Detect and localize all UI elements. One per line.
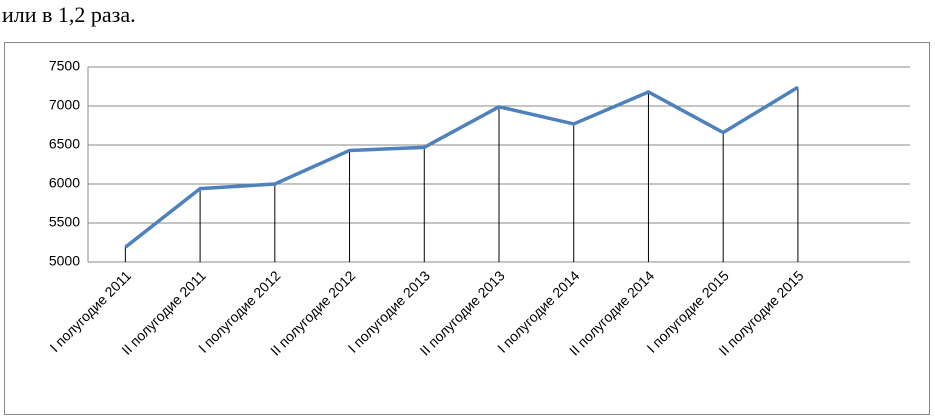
y-tick-label: 6000 xyxy=(49,175,80,191)
data-line xyxy=(124,85,799,249)
intro-text: или в 1,2 раза. xyxy=(2,2,136,27)
y-tick-label: 6500 xyxy=(49,136,80,152)
y-tick-label: 5500 xyxy=(49,214,80,230)
y-tick-label: 7500 xyxy=(49,58,80,74)
y-tick-label: 5000 xyxy=(49,253,80,269)
y-tick-label: 7000 xyxy=(49,97,80,113)
chart-frame xyxy=(4,42,930,415)
x-tick-label: I полугодие 2011 xyxy=(46,267,134,355)
